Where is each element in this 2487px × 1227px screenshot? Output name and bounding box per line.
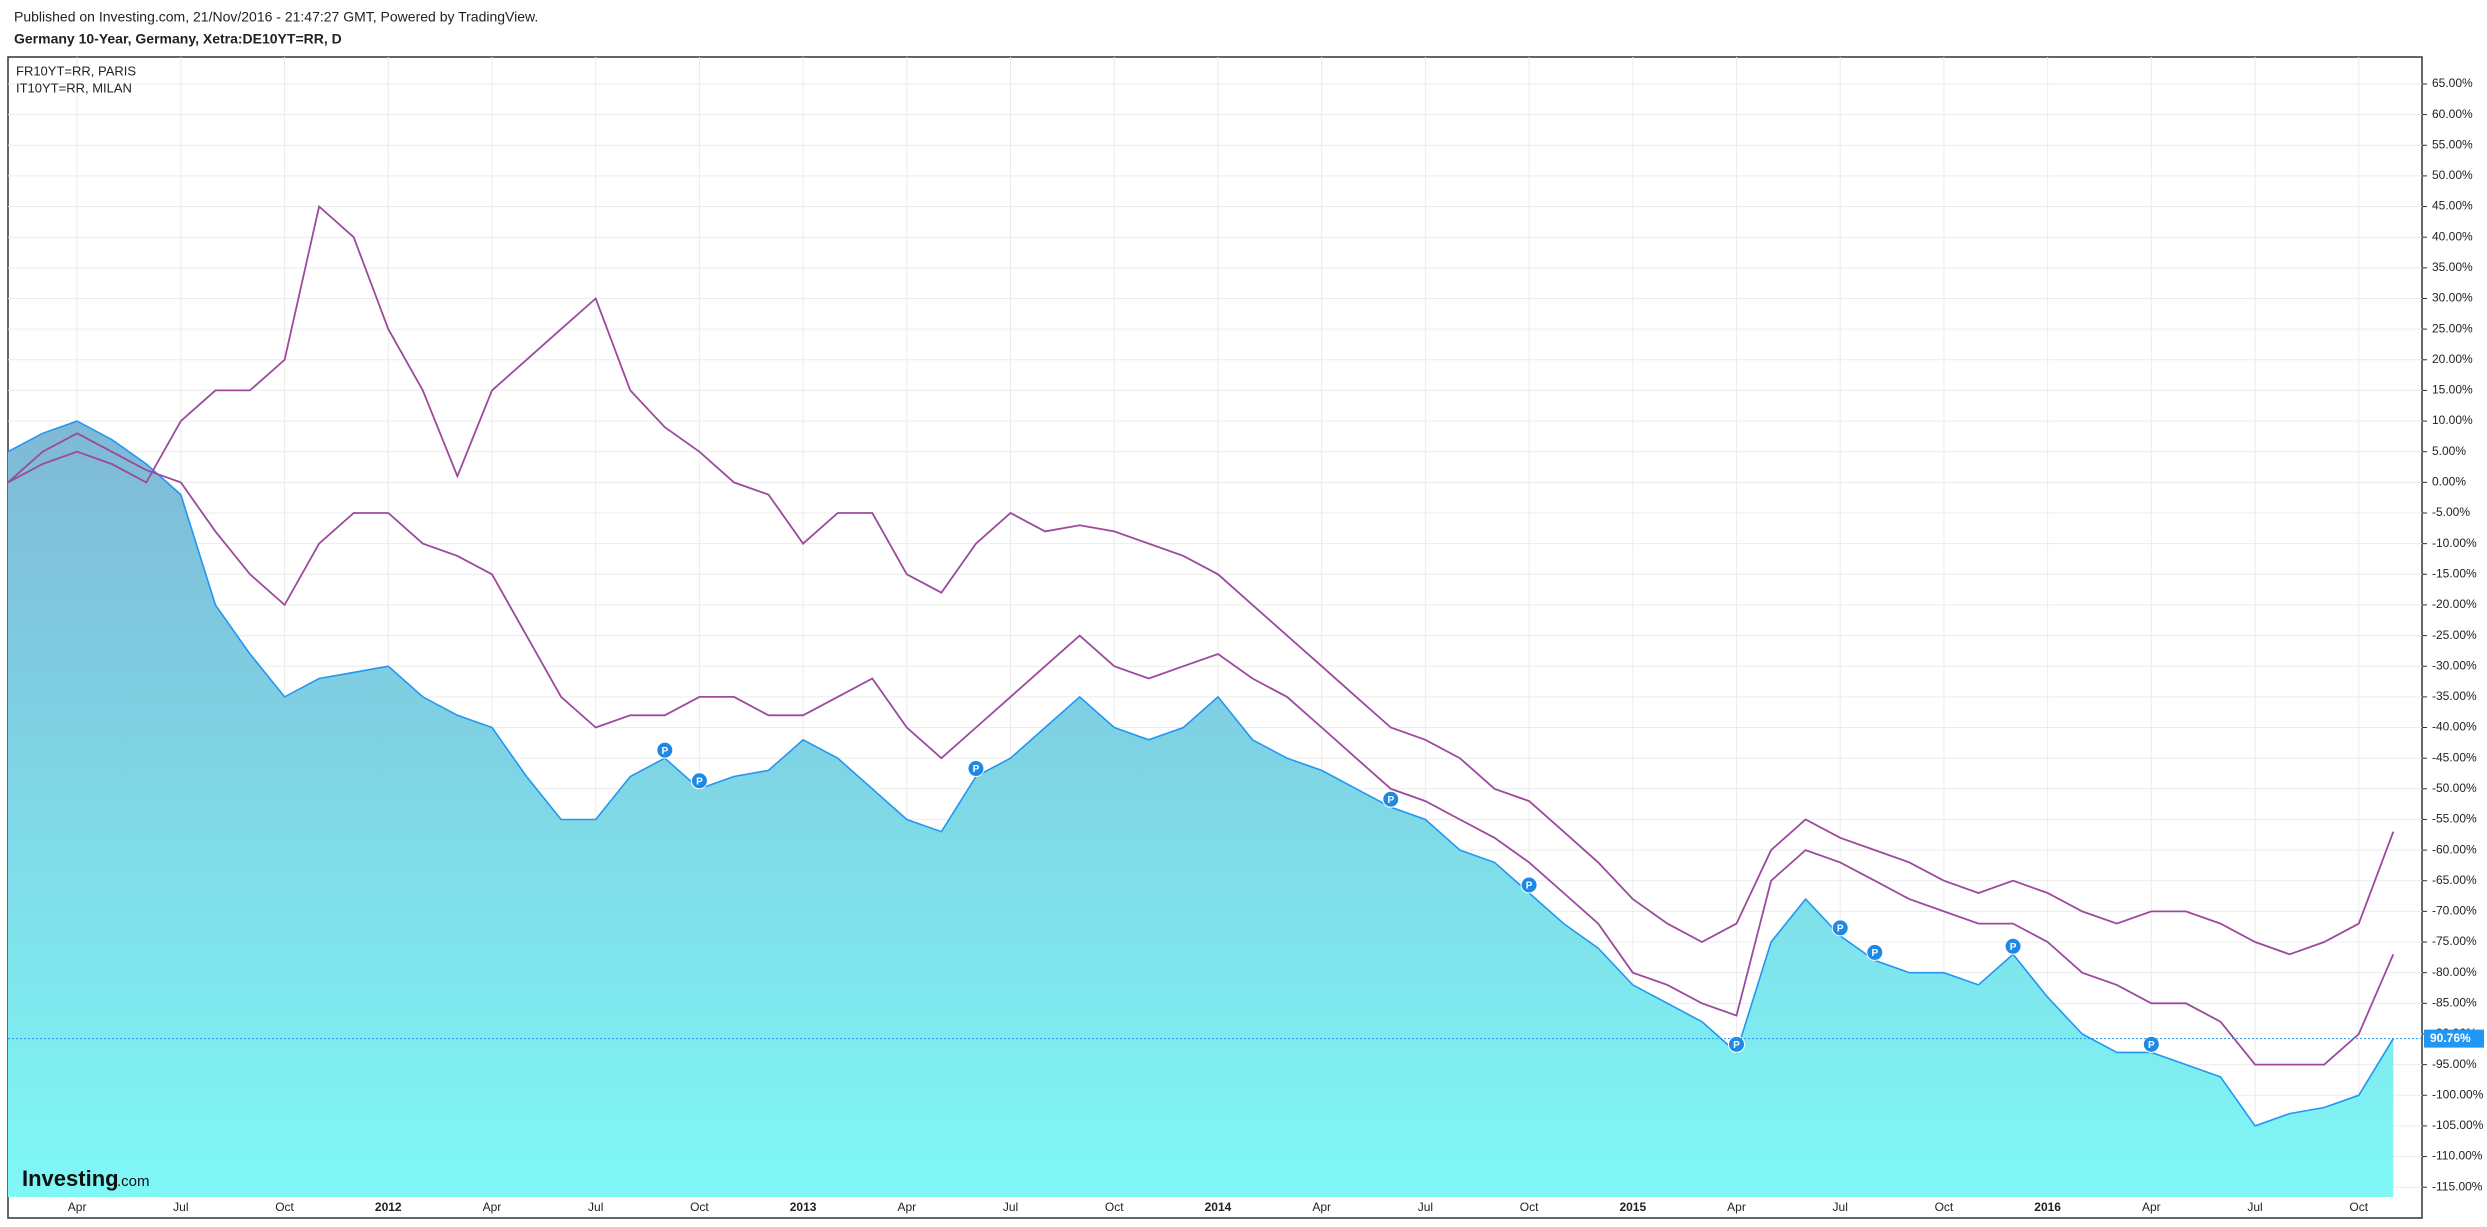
- y-tick-label: -35.00%: [2432, 689, 2477, 703]
- y-tick-label: -25.00%: [2432, 628, 2477, 642]
- event-marker: [1831, 919, 1849, 937]
- event-marker-label: P: [1733, 1040, 1740, 1051]
- x-tick-label: Oct: [1935, 1200, 1954, 1214]
- event-marker: [1520, 876, 1538, 894]
- event-marker: [967, 760, 985, 778]
- x-tick-label: Jul: [588, 1200, 603, 1214]
- x-tick-label: Jul: [173, 1200, 188, 1214]
- y-tick-label: 60.00%: [2432, 107, 2473, 121]
- event-marker-label: P: [1526, 881, 1533, 892]
- y-tick-label: -110.00%: [2432, 1149, 2483, 1163]
- event-marker-label: P: [1837, 924, 1844, 935]
- last-value-label: 90.76%: [2430, 1031, 2471, 1045]
- y-tick-label: -115.00%: [2432, 1179, 2483, 1193]
- x-tick-label: Jul: [1833, 1200, 1848, 1214]
- y-tick-label: 15.00%: [2432, 383, 2473, 397]
- legend-entry: IT10YT=RR, MILAN: [16, 80, 132, 95]
- event-marker: [656, 741, 674, 759]
- event-marker: [1728, 1035, 1745, 1053]
- x-tick-label: 2015: [1619, 1200, 1646, 1214]
- chart-title: Germany 10-Year, Germany, Xetra:DE10YT=R…: [14, 31, 342, 47]
- area-line: [7, 420, 2394, 1127]
- logo-suffix: .com: [117, 1173, 150, 1190]
- x-tick-label: Jul: [2247, 1200, 2262, 1214]
- y-tick-label: -5.00%: [2432, 505, 2470, 519]
- x-tick-label: Apr: [483, 1200, 502, 1214]
- y-tick-label: 25.00%: [2432, 321, 2473, 335]
- event-marker-label: P: [973, 764, 980, 775]
- y-tick-label: -85.00%: [2432, 995, 2477, 1009]
- event-marker: [2142, 1035, 2160, 1053]
- event-marker-label: P: [1871, 948, 1878, 959]
- x-tick-label: Oct: [1520, 1200, 1539, 1214]
- y-tick-label: 45.00%: [2432, 199, 2473, 213]
- x-tick-label: Oct: [690, 1200, 709, 1214]
- x-tick-label: Apr: [897, 1200, 916, 1214]
- y-tick-label: -60.00%: [2432, 842, 2477, 856]
- x-tick-label: Apr: [2142, 1200, 2161, 1214]
- y-tick-label: -30.00%: [2432, 658, 2477, 672]
- y-tick-label: 35.00%: [2432, 260, 2473, 274]
- series-line: [7, 204, 2395, 956]
- x-tick-label: Apr: [68, 1200, 87, 1214]
- x-tick-label: Apr: [1727, 1200, 1746, 1214]
- y-tick-label: -105.00%: [2432, 1118, 2484, 1132]
- x-tick-label: Oct: [2349, 1200, 2368, 1214]
- y-tick-label: -100.00%: [2432, 1087, 2484, 1101]
- x-tick-label: Jul: [1418, 1200, 1433, 1214]
- series-line: [7, 432, 2395, 1066]
- event-marker: [690, 772, 708, 790]
- y-tick-label: -20.00%: [2432, 597, 2477, 611]
- y-tick-label: -40.00%: [2432, 720, 2477, 734]
- last-value-badge: [2424, 1029, 2484, 1048]
- x-tick-label: 2016: [2034, 1200, 2061, 1214]
- x-tick-label: 2014: [1205, 1200, 1232, 1214]
- y-tick-label: 40.00%: [2432, 229, 2473, 243]
- event-marker: [2004, 937, 2022, 955]
- event-marker: [1382, 790, 1400, 808]
- legend-entry: FR10YT=RR, PARIS: [16, 63, 136, 78]
- x-tick-label: 2012: [375, 1200, 402, 1214]
- event-marker-label: P: [2148, 1040, 2155, 1051]
- y-tick-label: 0.00%: [2432, 475, 2466, 489]
- y-tick-label: -65.00%: [2432, 873, 2477, 887]
- y-tick-label: -50.00%: [2432, 781, 2477, 795]
- event-marker-label: P: [696, 776, 703, 787]
- event-marker-label: P: [2010, 942, 2017, 953]
- y-tick-label: -95.00%: [2432, 1057, 2477, 1071]
- event-marker-label: P: [1387, 795, 1394, 806]
- y-tick-label: 65.00%: [2432, 76, 2473, 90]
- x-tick-label: Apr: [1312, 1200, 1331, 1214]
- x-tick-label: Oct: [275, 1200, 294, 1214]
- y-tick-label: 30.00%: [2432, 291, 2473, 305]
- y-tick-label: 10.00%: [2432, 413, 2473, 427]
- event-marker: [1866, 943, 1884, 961]
- y-tick-label: 5.00%: [2432, 444, 2466, 458]
- y-tick-label: -70.00%: [2432, 904, 2477, 918]
- logo-main: Investing: [22, 1166, 119, 1191]
- y-tick-label: -55.00%: [2432, 812, 2477, 826]
- y-tick-label: -80.00%: [2432, 965, 2477, 979]
- y-tick-label: -10.00%: [2432, 536, 2477, 550]
- y-tick-label: -75.00%: [2432, 934, 2477, 948]
- y-tick-label: 50.00%: [2432, 168, 2473, 182]
- x-tick-label: Jul: [1003, 1200, 1018, 1214]
- published-note: Published on Investing.com, 21/Nov/2016 …: [14, 9, 538, 25]
- y-tick-label: -45.00%: [2432, 750, 2477, 764]
- x-tick-label: Oct: [1105, 1200, 1124, 1214]
- event-marker-label: P: [661, 746, 668, 757]
- y-tick-label: -15.00%: [2432, 566, 2477, 580]
- x-tick-label: 2013: [790, 1200, 817, 1214]
- y-tick-label: 20.00%: [2432, 352, 2473, 366]
- y-tick-label: 55.00%: [2432, 137, 2473, 151]
- area-fill: [8, 421, 2394, 1198]
